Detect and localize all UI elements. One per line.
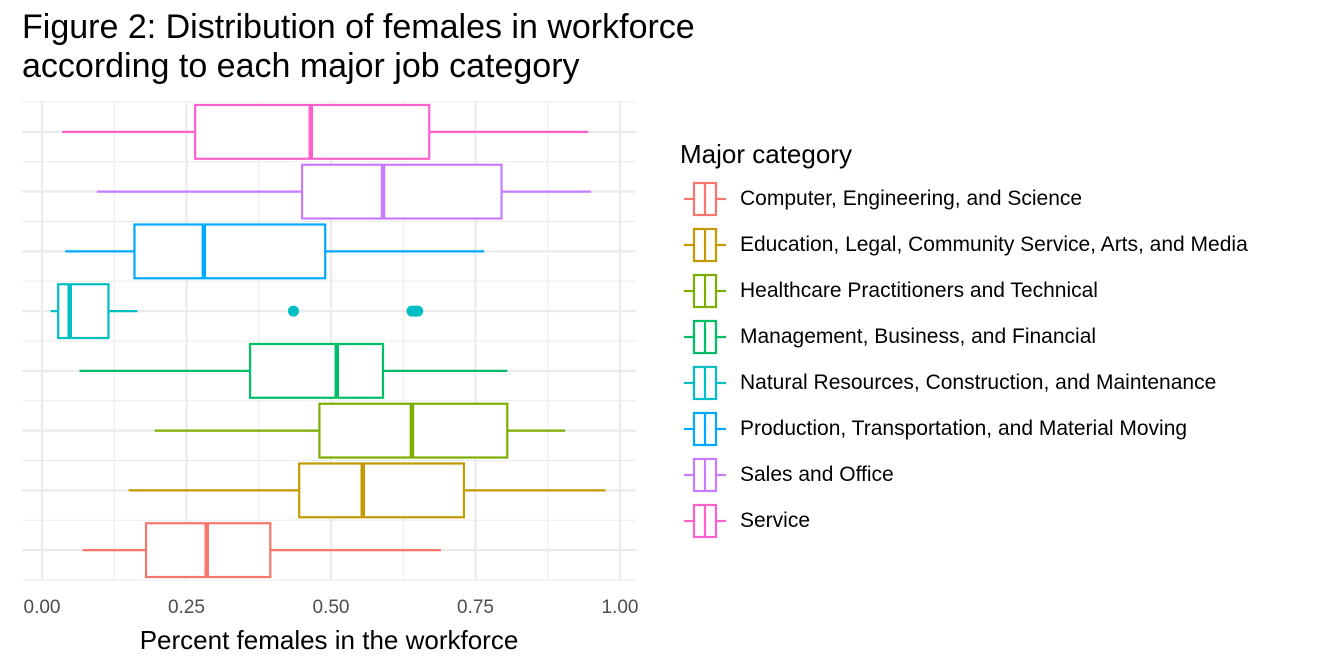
legend-label: Education, Legal, Community Service, Art… xyxy=(740,233,1248,256)
legend-label: Natural Resources, Construction, and Mai… xyxy=(740,371,1217,394)
legend-title: Major category xyxy=(680,139,852,169)
boxplot-1 xyxy=(82,522,441,579)
legend-key-icon xyxy=(684,503,726,539)
boxplot-3 xyxy=(154,402,566,459)
x-tick-label: 0.25 xyxy=(168,597,205,618)
legend-items: Computer, Engineering, and Science Educat… xyxy=(680,176,1248,544)
legend-key-icon xyxy=(684,457,726,493)
x-axis-title: Percent females in the workforce xyxy=(140,625,519,655)
legend-item: Education, Legal, Community Service, Art… xyxy=(680,222,1248,268)
chart-title: Figure 2: Distribution of females in wor… xyxy=(22,8,695,85)
boxplot-7 xyxy=(96,163,592,220)
box xyxy=(57,283,110,340)
legend-item: Service xyxy=(680,498,1248,544)
x-tick-label: 0.00 xyxy=(24,597,61,618)
legend-item: Production, Transportation, and Material… xyxy=(680,406,1248,452)
legend-label: Healthcare Practitioners and Technical xyxy=(740,279,1098,302)
legend-key-icon xyxy=(684,273,726,309)
boxplot-4 xyxy=(79,342,508,399)
legend-key-icon xyxy=(684,411,726,447)
legend-key-icon xyxy=(684,365,726,401)
legend-label: Management, Business, and Financial xyxy=(740,325,1097,348)
x-tick-label: 0.75 xyxy=(457,597,494,618)
x-tick-label: 0.50 xyxy=(313,597,350,618)
boxplot-5 xyxy=(50,283,424,340)
axis-layer: 0.00 0.25 0.50 0.75 1.00 Percent females in t… xyxy=(24,597,639,655)
outlier-point xyxy=(287,305,299,317)
legend-label: Computer, Engineering, and Science xyxy=(740,187,1083,210)
x-tick-label: 1.00 xyxy=(602,597,639,618)
legend-key-icon xyxy=(684,227,726,263)
legend-item: Management, Business, and Financial xyxy=(680,314,1248,360)
legend-label: Service xyxy=(740,509,811,532)
box xyxy=(301,163,503,220)
legend-key-icon xyxy=(684,181,726,217)
boxplot-2 xyxy=(128,462,606,519)
box-layer xyxy=(50,103,606,579)
legend-label: Production, Transportation, and Material… xyxy=(740,417,1188,440)
boxplot-6 xyxy=(65,223,485,280)
legend-item: Sales and Office xyxy=(680,452,1248,498)
legend: Major category Computer, Engineering, an… xyxy=(680,136,1248,544)
boxplot-8 xyxy=(62,103,589,160)
box xyxy=(248,342,385,399)
legend-label: Sales and Office xyxy=(740,463,894,486)
outlier-point xyxy=(412,305,424,317)
legend-item: Healthcare Practitioners and Technical xyxy=(680,268,1248,314)
legend-key-icon xyxy=(684,319,726,355)
legend-item: Computer, Engineering, and Science xyxy=(680,176,1248,222)
box xyxy=(298,462,466,519)
box xyxy=(133,223,327,280)
legend-item: Natural Resources, Construction, and Mai… xyxy=(680,360,1248,406)
